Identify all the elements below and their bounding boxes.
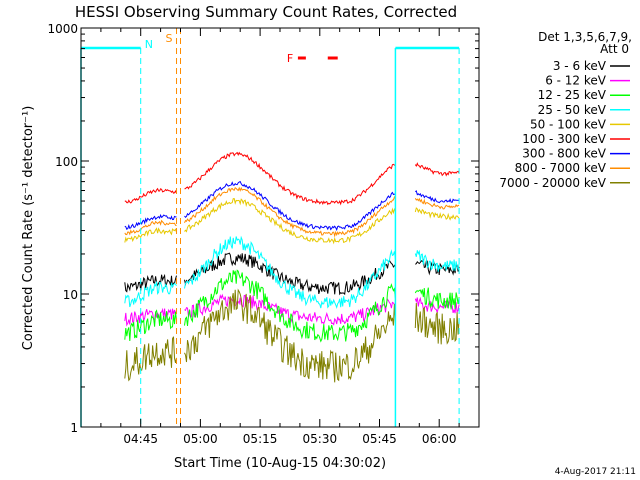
series-5-segment-3 (414, 162, 460, 177)
x-tick-label-1: 05:00 (183, 432, 218, 446)
series-8-segment-3 (414, 302, 460, 345)
legend-label-2: 12 - 25 keV (538, 88, 607, 102)
legend-label-3: 25 - 50 keV (538, 103, 607, 117)
chart-title: HESSI Observing Summary Count Rates, Cor… (75, 3, 457, 21)
axis-layer: 04:45 05:00 05:15 05:30 05:45 06:00 1 10 100 1000 (47, 22, 479, 446)
series-7-segment-1 (124, 219, 177, 236)
legend-label-8: 7000 - 20000 keV (499, 176, 606, 190)
night-label: N (145, 38, 153, 51)
series-7-segment-3 (414, 197, 460, 210)
series-2-segment-1 (124, 309, 177, 342)
series-6-segment-3 (415, 190, 460, 204)
series-8-segment-2 (184, 288, 396, 383)
legend-label-5: 100 - 300 keV (522, 132, 606, 146)
y-tick-label-0: 1 (70, 421, 78, 435)
x-tick-label-4: 05:45 (362, 432, 397, 446)
y-tick-label-2: 100 (55, 155, 78, 169)
legend-label-6: 300 - 800 keV (522, 147, 606, 161)
y-tick-label-3: 1000 (47, 22, 78, 36)
y-tick-label-1: 10 (63, 288, 78, 302)
legend-label-1: 6 - 12 keV (545, 74, 607, 88)
series-1-segment-2 (184, 293, 396, 326)
series-2-segment-3 (414, 287, 460, 310)
series-3-segment-2 (184, 235, 396, 310)
series-1-segment-1 (124, 307, 177, 327)
series-7-segment-2 (184, 186, 396, 238)
x-tick-label-3: 05:30 (303, 432, 338, 446)
series-0-segment-1 (124, 273, 177, 293)
x-tick-label-2: 05:15 (243, 432, 278, 446)
footer-date: 4-Aug-2017 21:11 (555, 467, 636, 477)
series-3-segment-3 (414, 249, 460, 272)
legend-header-line2: Att 0 (600, 42, 629, 56)
flare-label: F (287, 52, 293, 65)
legend-label-0: 3 - 6 keV (553, 59, 607, 73)
series-4-segment-2 (184, 198, 396, 245)
x-axis-label: Start Time (10-Aug-15 04:30:02) (174, 456, 386, 471)
series-0-segment-2 (184, 252, 396, 296)
series-4-segment-1 (124, 227, 177, 243)
series-layer (124, 151, 460, 383)
x-tick-label-0: 04:45 (123, 432, 158, 446)
series-6-segment-2 (184, 180, 396, 232)
series-4-segment-3 (414, 207, 460, 221)
legend-label-7: 800 - 7000 keV (515, 161, 607, 175)
series-5-segment-1 (124, 187, 177, 204)
series-6-segment-1 (124, 213, 177, 230)
series-3-segment-1 (124, 281, 177, 308)
series-2-segment-2 (184, 269, 396, 343)
x-tick-label-5: 06:00 (422, 432, 457, 446)
saa-label: S (166, 32, 173, 45)
legend-label-4: 50 - 100 keV (530, 117, 607, 131)
y-axis-label: Corrected Count Rate (s⁻¹ detector⁻¹) (21, 106, 36, 351)
series-5-segment-2 (184, 151, 396, 206)
series-8-segment-1 (124, 336, 177, 382)
legend-header-line1: Det 1,3,5,6,7,9, (538, 30, 632, 44)
